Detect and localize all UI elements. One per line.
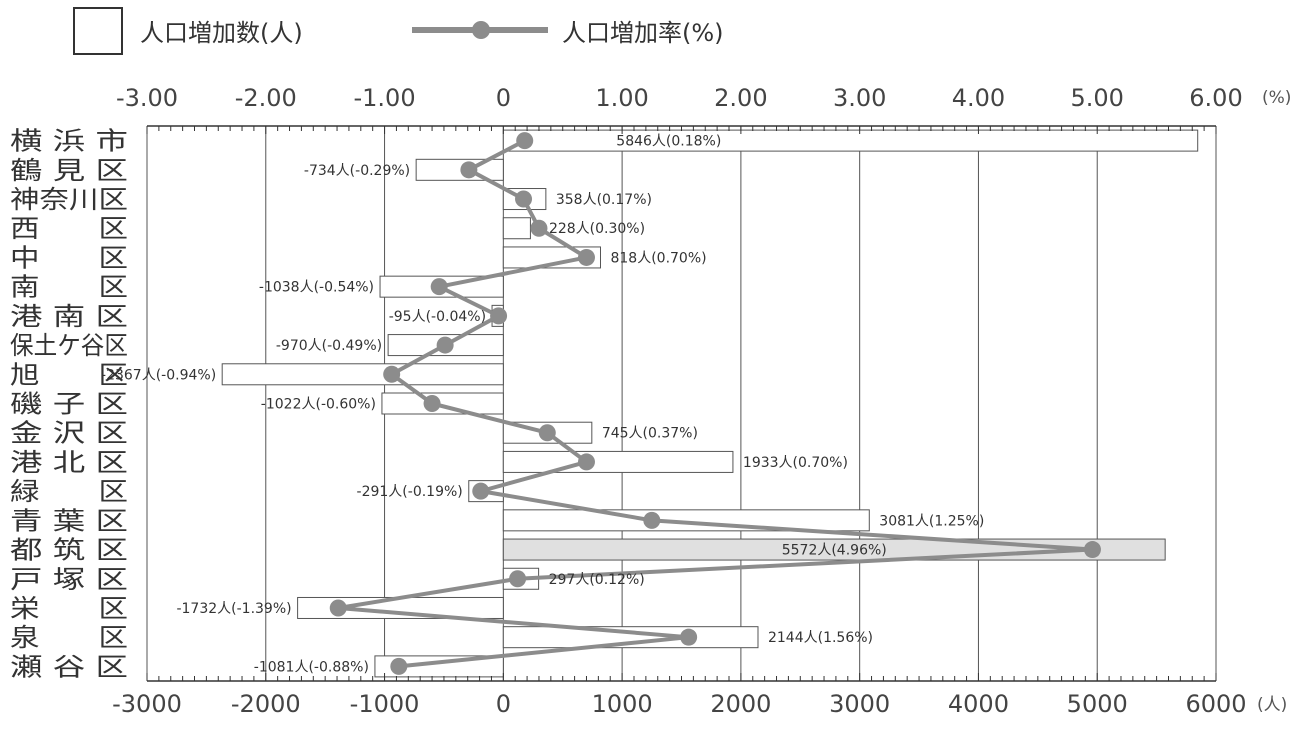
data-label-4: 818人(0.70%) — [610, 250, 706, 266]
data-label-1: -734人(-0.29%) — [304, 163, 410, 179]
data-label-11: 1933人(0.70%) — [743, 455, 848, 471]
rate-marker-4 — [577, 248, 595, 266]
rate-marker-7 — [436, 336, 454, 354]
bar-13 — [502, 509, 870, 532]
bottom-tick-label: -1000 — [350, 690, 420, 718]
data-label-10: 745人(0.37%) — [602, 426, 698, 442]
bottom-tick-label: 4000 — [948, 690, 1009, 718]
bar-18 — [374, 655, 504, 678]
bottom-tick-label: 6000 — [1185, 690, 1246, 718]
data-label-2: 358人(0.17%) — [556, 192, 652, 208]
legend-bar-swatch — [73, 7, 123, 55]
bottom-tick-label: 3000 — [829, 690, 890, 718]
bar-9 — [381, 392, 504, 415]
category-label: 横 浜 市 — [10, 127, 128, 156]
category-label: 中 区 — [10, 243, 128, 272]
rate-marker-12 — [472, 482, 490, 500]
rate-marker-0 — [516, 132, 534, 150]
rate-marker-1 — [460, 161, 478, 179]
top-tick-label: 6.00 — [1189, 84, 1242, 112]
rate-marker-2 — [515, 190, 533, 208]
data-label-12: -291人(-0.19%) — [357, 484, 463, 500]
data-label-5: -1038人(-0.54%) — [259, 280, 374, 296]
data-label-18: -1081人(-0.88%) — [254, 659, 369, 675]
category-label: 磯 子 区 — [10, 390, 128, 419]
rate-marker-9 — [423, 395, 441, 412]
legend-marker-swatch — [472, 21, 490, 39]
rate-marker-17 — [680, 628, 698, 646]
bottom-tick-label: 1000 — [592, 690, 653, 718]
rate-marker-14 — [1083, 541, 1101, 559]
category-label: 戸 塚 区 — [10, 565, 128, 594]
top-tick-label: -1.00 — [354, 84, 416, 112]
data-label-3: 228人(0.30%) — [549, 221, 645, 237]
legend-bar-label: 人口増加数(人) — [140, 19, 303, 47]
category-label: 青 葉 区 — [10, 506, 128, 535]
top-tick-label: 0 — [496, 84, 511, 112]
top-tick-label: 4.00 — [952, 84, 1005, 112]
rate-marker-15 — [509, 570, 527, 588]
data-label-17: 2144人(1.56%) — [768, 630, 873, 646]
bar-16 — [297, 596, 504, 619]
top-axis-unit: (%) — [1262, 88, 1291, 108]
data-label-9: -1022人(-0.60%) — [261, 397, 376, 413]
data-labels: 5846人(0.18%) -734人(-0.29%) 358人(0.17%) 228人… — [101, 134, 984, 676]
bar-1 — [415, 158, 504, 181]
rate-line — [329, 132, 1101, 675]
category-label: 泉 区 — [10, 623, 128, 652]
data-label-14: 5572人(4.96%) — [782, 543, 887, 559]
rate-marker-8 — [383, 365, 401, 383]
rate-marker-3 — [530, 219, 548, 237]
legend-line-label: 人口増加率(%) — [562, 19, 724, 47]
category-label: 栄 区 — [10, 594, 128, 623]
bar-11 — [502, 450, 734, 473]
top-tick-label: -2.00 — [235, 84, 297, 112]
data-label-7: -970人(-0.49%) — [276, 338, 382, 354]
data-label-13: 3081人(1.25%) — [879, 513, 984, 529]
rate-marker-5 — [430, 278, 448, 296]
category-label: 港 南 区 — [10, 302, 128, 331]
bar-3 — [502, 217, 531, 240]
bars — [221, 129, 1199, 678]
rate-marker-16 — [329, 599, 347, 617]
bar-0 — [502, 129, 1199, 152]
bottom-tick-label: 2000 — [710, 690, 771, 718]
top-tick-label: -3.00 — [116, 84, 178, 112]
rate-marker-6 — [490, 307, 508, 325]
category-label: 西 区 — [10, 214, 128, 243]
top-tick-label: 1.00 — [595, 84, 648, 112]
data-label-15: 297人(0.12%) — [549, 572, 645, 588]
bottom-axis-unit: (人) — [1257, 695, 1287, 715]
category-label: 南 区 — [10, 273, 128, 302]
category-label: 都 筑 区 — [10, 536, 128, 565]
category-label: 鶴 見 区 — [10, 156, 128, 185]
data-label-6: -95人(-0.04%) — [389, 309, 486, 325]
bottom-tick-label: -3000 — [112, 690, 182, 718]
category-label: 緑 区 — [10, 477, 128, 506]
category-label: 金 沢 区 — [10, 419, 128, 448]
legend: 人口増加数(人) 人口増加率(%) — [73, 7, 724, 55]
bottom-tick-label: 5000 — [1067, 690, 1128, 718]
top-tick-label: 3.00 — [833, 84, 886, 112]
category-label: 瀬 谷 区 — [10, 652, 128, 681]
top-tick-label: 5.00 — [1071, 84, 1124, 112]
rate-marker-18 — [390, 657, 408, 675]
category-label: 旭 区 — [10, 360, 128, 389]
rate-marker-11 — [577, 453, 595, 471]
category-label: 保土ケ谷区 — [10, 331, 128, 360]
data-label-0: 5846人(0.18%) — [616, 134, 721, 150]
category-label: 港 北 区 — [10, 448, 128, 477]
top-tick-label: 2.00 — [714, 84, 767, 112]
bottom-tick-label: -2000 — [231, 690, 301, 718]
rate-marker-13 — [643, 511, 661, 529]
data-label-16: -1732人(-1.39%) — [176, 601, 291, 617]
axes: -3.00 -2.00 -1.00 0 1.00 2.00 3.00 4.00 5.00 6.00… — [10, 84, 1291, 718]
bottom-tick-label: 0 — [496, 690, 511, 718]
data-label-8: -2367人(-0.94%) — [101, 367, 216, 383]
category-label: 神奈川区 — [10, 185, 128, 214]
rate-marker-10 — [538, 424, 556, 442]
bar-8 — [221, 363, 504, 386]
